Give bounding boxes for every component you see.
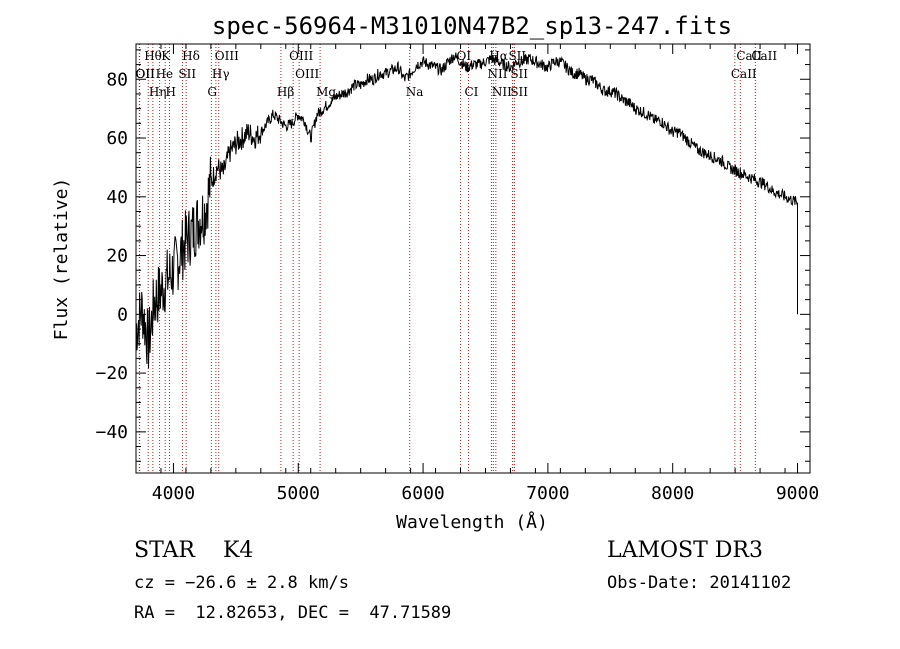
redshift-readout: cz = −26.6 ± 2.8 km/s <box>134 573 349 593</box>
spectral-line-label: Hγ <box>212 67 230 81</box>
spectral-line-label: Hβ <box>277 85 294 99</box>
spectral-line-label: CaII <box>751 49 777 63</box>
y-tick-label: −20 <box>95 363 128 384</box>
spectral-line-label: Na <box>406 85 424 99</box>
spectral-line-label: OIII <box>289 49 313 63</box>
spectral-line-label: NII <box>492 85 512 99</box>
y-tick-label: −40 <box>95 422 128 443</box>
spectral-line-label: SII <box>510 85 528 99</box>
survey-name: LAMOST DR3 <box>607 538 763 563</box>
spectral-line-markers <box>138 44 756 473</box>
x-tick-label: 4000 <box>152 483 195 504</box>
spectral-line-label: SII <box>178 67 196 81</box>
coordinates-readout: RA = 12.82653, DEC = 47.71589 <box>134 603 452 623</box>
x-tick-label: 7000 <box>526 483 569 504</box>
spectral-line-label: Hη <box>149 85 167 99</box>
spectral-line-label: Hθ <box>144 49 162 63</box>
object-class: STAR K4 <box>134 538 254 563</box>
plot-frame <box>135 43 811 474</box>
spectral-line-label: G <box>207 85 217 99</box>
spectral-line-label: SII <box>510 67 528 81</box>
axis-ticks: 4000 5000 6000 7000 8000 9000 −40 −20 0 20 40 60 80 <box>95 44 819 504</box>
y-axis-label: Flux (relative) <box>51 178 72 341</box>
x-tick-label: 9000 <box>776 483 819 504</box>
x-tick-label: 5000 <box>277 483 320 504</box>
chart-title: spec-56964-M31010N47B2_sp13-247.fits <box>212 12 732 40</box>
spectral-line-label: Mg <box>316 85 336 99</box>
spectral-line-label: OIII <box>295 67 319 81</box>
y-tick-label: 20 <box>106 246 128 267</box>
spectral-line-label: Hδ <box>182 49 200 63</box>
x-axis-label: Wavelength (Å) <box>396 511 548 533</box>
spectral-line-label: K <box>161 49 171 63</box>
spectral-line-label: H <box>165 85 175 99</box>
y-tick-label: 60 <box>106 128 128 149</box>
x-tick-label: 8000 <box>651 483 694 504</box>
spectrum-series <box>135 52 798 369</box>
x-tick-label: 6000 <box>401 483 444 504</box>
y-tick-label: 40 <box>106 187 128 208</box>
spectral-line-label: OI <box>457 49 472 63</box>
spectral-line-label: CI <box>465 85 479 99</box>
spectral-line-label: He <box>156 67 174 81</box>
y-tick-label: 0 <box>117 304 128 325</box>
spectral-line-label: OIII <box>215 49 239 63</box>
spectral-line-label: CaII <box>736 49 762 63</box>
spectral-line-label: NII <box>487 67 507 81</box>
y-tick-label: 80 <box>106 69 128 90</box>
spectral-line-label: OII <box>136 67 156 81</box>
spectral-line-label: OII <box>135 67 155 81</box>
observation-date: Obs-Date: 20141102 <box>607 573 792 593</box>
spectral-line-label: CaII <box>731 67 757 81</box>
